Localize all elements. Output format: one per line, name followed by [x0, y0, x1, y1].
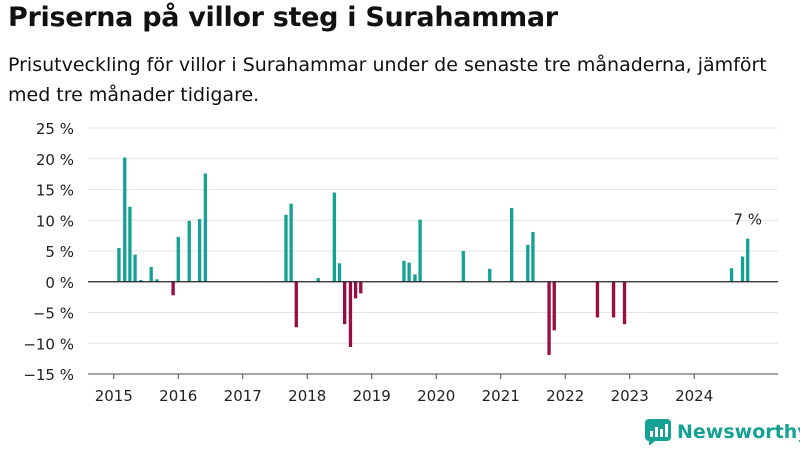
bar	[284, 214, 288, 282]
bar	[149, 266, 153, 282]
bar	[461, 251, 465, 282]
bar	[402, 260, 406, 282]
y-tick-label: 20 %	[36, 151, 74, 169]
bar	[746, 238, 750, 282]
chart-subtitle: Prisutveckling för villor i Surahammar u…	[8, 54, 767, 106]
y-tick-label: 25 %	[36, 120, 74, 138]
bar	[353, 281, 358, 299]
bar	[359, 281, 363, 294]
bar	[332, 192, 336, 282]
bar	[622, 281, 627, 325]
x-tick-label: 2018	[288, 387, 326, 405]
bar	[187, 220, 191, 282]
x-tick-label: 2019	[353, 387, 391, 405]
y-tick-label: −15 %	[23, 366, 74, 384]
bar	[123, 157, 127, 282]
gridlines	[88, 127, 778, 344]
bar	[155, 279, 159, 282]
bar	[197, 219, 202, 282]
y-tick-label: −5 %	[33, 305, 74, 323]
x-axis-ticks: 2015 2016 2017 2018 2019 2020 2021 2022 2023 2024	[95, 374, 713, 405]
bar	[294, 281, 298, 328]
bar	[547, 281, 551, 355]
bar	[176, 236, 180, 282]
y-tick-label: −10 %	[23, 335, 74, 353]
bar	[316, 278, 320, 282]
x-tick-label: 2022	[546, 387, 584, 405]
bars	[117, 157, 750, 355]
y-tick-label: 5 %	[45, 243, 74, 261]
bar	[552, 281, 556, 331]
y-tick-label: 15 %	[36, 182, 74, 200]
x-tick-label: 2015	[95, 387, 133, 405]
bar	[740, 256, 745, 282]
bar	[203, 173, 208, 282]
bar	[337, 263, 342, 282]
bar	[289, 203, 293, 282]
bar	[348, 281, 353, 347]
bar-chart-logo-icon	[645, 419, 671, 445]
x-tick-label: 2024	[675, 387, 713, 405]
bar	[133, 254, 137, 282]
bar	[139, 279, 143, 282]
bar	[128, 206, 132, 282]
chart-title: Priserna på villor steg i Surahammar	[8, 2, 558, 33]
data-label: 7 %	[733, 211, 762, 229]
y-tick-label: 0 %	[45, 274, 74, 292]
bar	[413, 274, 417, 282]
bar	[171, 281, 175, 296]
brand-name: Newsworthy	[677, 421, 800, 443]
brand-logo: Newsworthy	[645, 418, 800, 446]
annotations: 7 %	[733, 211, 762, 229]
bar	[407, 262, 411, 282]
x-tick-label: 2021	[482, 387, 520, 405]
bar	[595, 281, 600, 318]
bar	[611, 281, 616, 318]
bar	[342, 281, 347, 325]
bar	[526, 244, 530, 282]
bar	[117, 247, 121, 282]
x-tick-label: 2016	[159, 387, 197, 405]
bar	[488, 268, 492, 282]
x-tick-label: 2020	[417, 387, 455, 405]
bar	[531, 231, 535, 282]
bar	[729, 268, 734, 282]
y-axis-labels: 25 % 20 % 15 % 10 % 5 % 0 % −5 % −10 % −15 %	[23, 120, 74, 384]
y-tick-label: 10 %	[36, 212, 74, 230]
bar	[418, 219, 422, 282]
bar	[510, 207, 514, 282]
x-tick-label: 2023	[611, 387, 649, 405]
x-tick-label: 2017	[224, 387, 262, 405]
